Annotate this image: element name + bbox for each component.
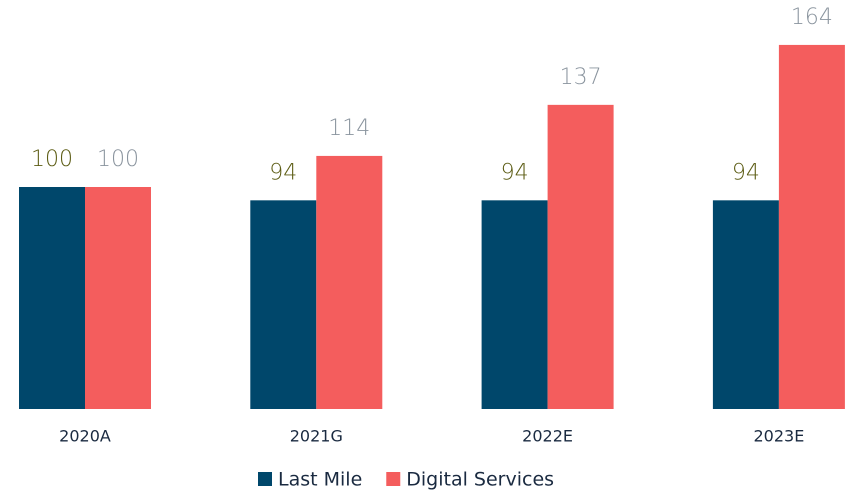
data-label: 94 [269,160,297,185]
bar [85,187,151,409]
legend-label: Digital Services [406,469,554,491]
legend-swatch [386,472,401,486]
data-label: 100 [97,147,139,172]
bar [250,200,317,409]
bar [481,200,548,409]
legend-swatch [258,472,272,486]
data-label: 114 [328,116,370,141]
bar [778,44,845,410]
data-label: 137 [560,65,602,90]
bar [712,200,779,409]
data-label: 164 [791,5,833,30]
data-label: 94 [732,160,760,185]
bar [19,187,85,409]
x-tick-label: 2020A [59,427,111,446]
data-label: 94 [501,160,529,185]
x-tick-label: 2021G [290,427,343,446]
x-tick-label: 2022E [522,427,573,446]
data-label: 100 [31,147,73,172]
x-tick-label: 2023E [753,427,804,446]
bar [316,155,383,409]
bar [547,104,614,410]
legend-label: Last Mile [278,469,362,491]
